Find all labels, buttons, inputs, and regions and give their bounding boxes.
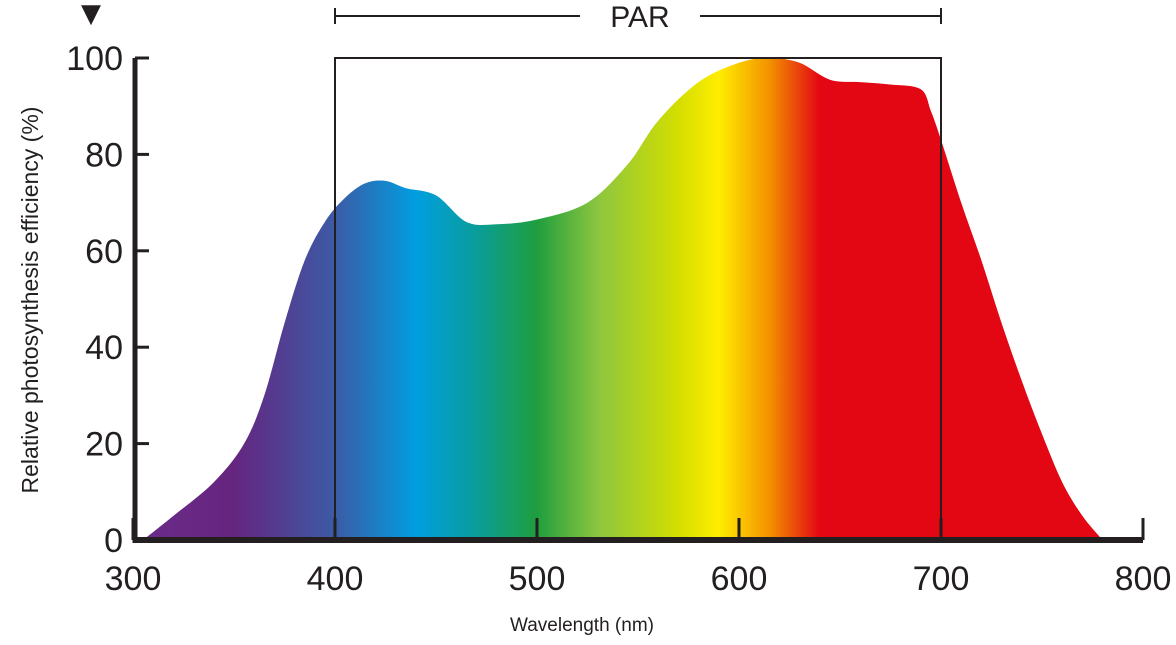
x-tick-label: 600: [711, 560, 768, 598]
marker-triangle: ▼: [81, 0, 101, 29]
x-tick-label: 800: [1115, 560, 1172, 598]
y-tick-label: 40: [85, 329, 123, 367]
y-tick-label: 20: [85, 426, 123, 464]
x-tick-label: 400: [307, 560, 364, 598]
y-tick-label: 0: [104, 522, 123, 560]
y-tick-label: 60: [85, 233, 123, 271]
y-axis-title: Relative photosynthesis efficiency (%): [17, 107, 43, 494]
y-tick-label: 80: [85, 136, 123, 174]
x-tick-label: 300: [105, 560, 162, 598]
par-label: PAR: [610, 1, 669, 34]
efficiency-area: [143, 58, 1103, 540]
x-tick-label: 500: [509, 560, 566, 598]
x-axis-title: Wavelength (nm): [510, 615, 654, 636]
x-tick-label: 700: [913, 560, 970, 598]
y-tick-label: 100: [66, 40, 123, 78]
